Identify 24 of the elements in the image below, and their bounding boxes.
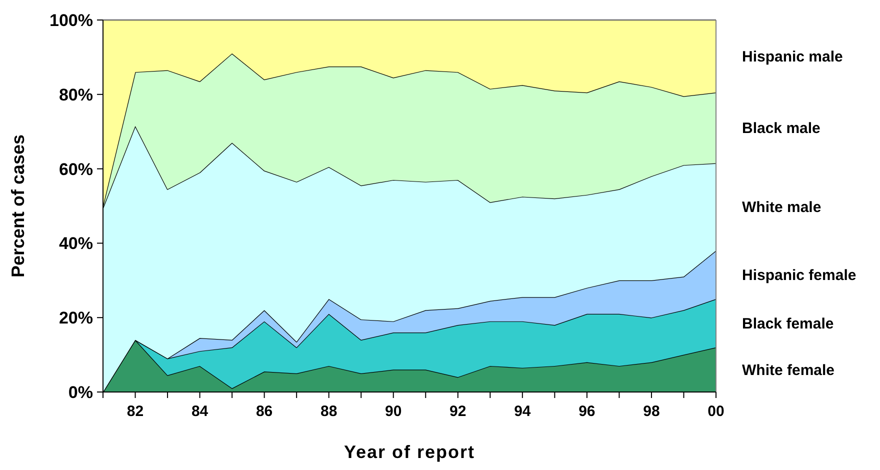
y-tick-label: 80%: [58, 85, 93, 104]
y-tick-label: 20%: [58, 308, 93, 328]
series-label: Hispanic female: [742, 267, 856, 284]
x-tick-label: 92: [450, 403, 466, 420]
series-label: White male: [742, 199, 822, 216]
y-tick-label: 0%: [68, 382, 93, 402]
series-label: Hispanic male: [742, 48, 843, 66]
x-tick-label: 00: [708, 403, 724, 420]
x-tick-label: 98: [643, 403, 660, 420]
series-label: Black male: [742, 120, 820, 138]
series-label: White female: [742, 362, 835, 379]
x-tick-label: 90: [385, 403, 402, 420]
x-tick-label: 84: [191, 403, 209, 420]
y-tick-label: 60%: [58, 160, 93, 179]
y-tick-label: 100%: [50, 10, 93, 30]
series-label: Black female: [742, 315, 834, 332]
x-tick-label: 82: [126, 403, 144, 420]
x-tick-label: 86: [256, 403, 273, 420]
x-tick-label: 96: [578, 403, 596, 420]
x-tick-label: 94: [514, 403, 532, 420]
x-tick-label: 88: [320, 403, 338, 420]
y-axis-title: Percent of cases: [8, 134, 28, 278]
x-axis-title: Year of report: [344, 442, 476, 462]
y-tick-label: 40%: [58, 234, 93, 254]
